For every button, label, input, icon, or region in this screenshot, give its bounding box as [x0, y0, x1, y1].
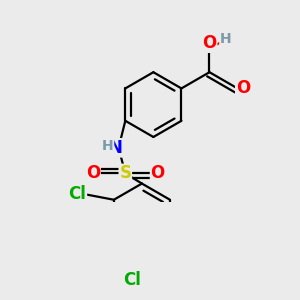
Text: Cl: Cl	[123, 271, 141, 289]
Text: H: H	[220, 32, 232, 46]
Text: O: O	[202, 34, 217, 52]
Text: O: O	[236, 80, 250, 98]
Text: O: O	[86, 164, 100, 182]
Text: H: H	[102, 140, 114, 153]
Text: O: O	[151, 164, 165, 182]
Text: S: S	[119, 164, 131, 182]
Text: Cl: Cl	[68, 185, 86, 203]
Text: N: N	[109, 139, 123, 157]
